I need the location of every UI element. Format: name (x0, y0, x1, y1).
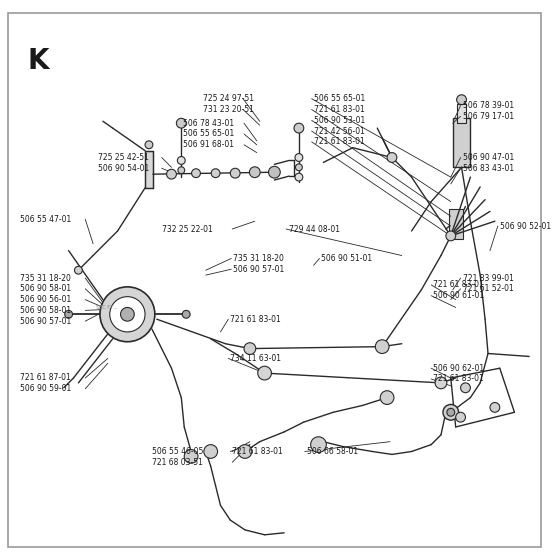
Circle shape (178, 157, 185, 165)
Text: 506 90 58-01: 506 90 58-01 (20, 306, 71, 315)
Circle shape (258, 366, 272, 380)
Text: 506 91 68-01: 506 91 68-01 (183, 140, 234, 150)
Circle shape (184, 450, 198, 463)
Text: 506 79 17-01: 506 79 17-01 (463, 112, 514, 121)
Text: 506 90 52-01: 506 90 52-01 (500, 222, 551, 231)
Text: 506 90 54-01: 506 90 54-01 (98, 164, 150, 173)
Circle shape (192, 169, 200, 178)
Circle shape (311, 437, 326, 452)
Circle shape (145, 141, 153, 149)
Circle shape (460, 383, 470, 393)
Text: 506 55 65-01: 506 55 65-01 (314, 94, 365, 103)
Circle shape (380, 391, 394, 404)
Circle shape (296, 164, 302, 171)
Circle shape (375, 340, 389, 353)
Circle shape (120, 307, 134, 321)
Circle shape (387, 153, 397, 162)
Text: 506 90 47-01: 506 90 47-01 (463, 153, 514, 162)
Text: 735 31 18-20: 735 31 18-20 (233, 254, 284, 263)
Circle shape (294, 123, 304, 133)
Circle shape (295, 153, 303, 161)
Text: 731 23 20-51: 731 23 20-51 (203, 105, 254, 114)
Text: 506 90 62-01: 506 90 62-01 (433, 363, 484, 373)
Circle shape (447, 408, 455, 416)
Circle shape (435, 377, 447, 389)
Text: 729 44 08-01: 729 44 08-01 (289, 225, 340, 234)
Text: 506 78 43-01: 506 78 43-01 (183, 119, 235, 128)
Circle shape (110, 297, 145, 332)
Text: 506 55 65-01: 506 55 65-01 (183, 129, 235, 138)
Text: 506 66 58-01: 506 66 58-01 (307, 447, 358, 456)
Circle shape (166, 169, 176, 179)
Text: 721 61 83-01: 721 61 83-01 (314, 137, 365, 146)
Text: 721 61 83-01: 721 61 83-01 (433, 375, 484, 384)
Text: 506 90 56-01: 506 90 56-01 (20, 295, 71, 304)
Circle shape (238, 445, 252, 458)
Bar (449, 209, 463, 239)
Text: K: K (27, 47, 49, 75)
Text: 721 61 83-01: 721 61 83-01 (230, 315, 281, 324)
Bar (145, 151, 153, 188)
Text: 721 61 87-01: 721 61 87-01 (20, 374, 71, 382)
Text: 732 25 22-01: 732 25 22-01 (162, 225, 212, 234)
Text: 506 55 47-01: 506 55 47-01 (20, 214, 71, 224)
Circle shape (249, 167, 260, 178)
Circle shape (244, 343, 256, 354)
Text: 721 83 99-01: 721 83 99-01 (463, 273, 514, 283)
Circle shape (211, 169, 220, 178)
Circle shape (182, 310, 190, 318)
Text: 734 11 63-01: 734 11 63-01 (230, 354, 281, 363)
Text: 506 90 51-01: 506 90 51-01 (321, 254, 372, 263)
Circle shape (490, 403, 500, 412)
Text: 506 83 43-01: 506 83 43-01 (463, 164, 514, 173)
Text: 506 90 61-01: 506 90 61-01 (433, 291, 484, 300)
Text: 735 31 18-20: 735 31 18-20 (20, 273, 71, 283)
Circle shape (456, 95, 466, 105)
Bar (456, 104, 466, 123)
Text: 721 42 56-01: 721 42 56-01 (314, 127, 365, 136)
Circle shape (443, 404, 459, 420)
Text: SBC F7...: SBC F7... (96, 305, 118, 310)
Text: 506 90 59-01: 506 90 59-01 (20, 384, 71, 393)
Circle shape (456, 412, 465, 422)
Circle shape (64, 310, 72, 318)
Circle shape (446, 231, 456, 241)
Text: 725 24 97-51: 725 24 97-51 (203, 94, 254, 103)
Text: 721 61 83-01: 721 61 83-01 (232, 447, 283, 456)
Text: 506 78 39-01: 506 78 39-01 (463, 101, 514, 110)
Circle shape (74, 267, 82, 274)
Text: 506 90 57-01: 506 90 57-01 (233, 265, 284, 274)
Text: 721 61 83-01: 721 61 83-01 (433, 281, 484, 290)
Bar (452, 118, 470, 167)
Text: 721 61 83-01: 721 61 83-01 (314, 105, 365, 114)
Circle shape (100, 287, 155, 342)
Text: 506 90 57-01: 506 90 57-01 (20, 316, 71, 326)
Text: 506 90 58-01: 506 90 58-01 (20, 284, 71, 293)
Text: 725 25 42-51: 725 25 42-51 (98, 153, 149, 162)
Circle shape (176, 118, 186, 128)
Text: 721 61 52-01: 721 61 52-01 (463, 284, 514, 293)
Text: 721 68 03-51: 721 68 03-51 (152, 458, 203, 467)
Text: 506 90 53-01: 506 90 53-01 (314, 116, 365, 125)
Text: 506 55 46-05: 506 55 46-05 (152, 447, 203, 456)
Circle shape (178, 167, 185, 174)
Circle shape (268, 166, 280, 178)
Circle shape (204, 445, 217, 458)
Circle shape (230, 169, 240, 178)
Circle shape (295, 173, 303, 181)
